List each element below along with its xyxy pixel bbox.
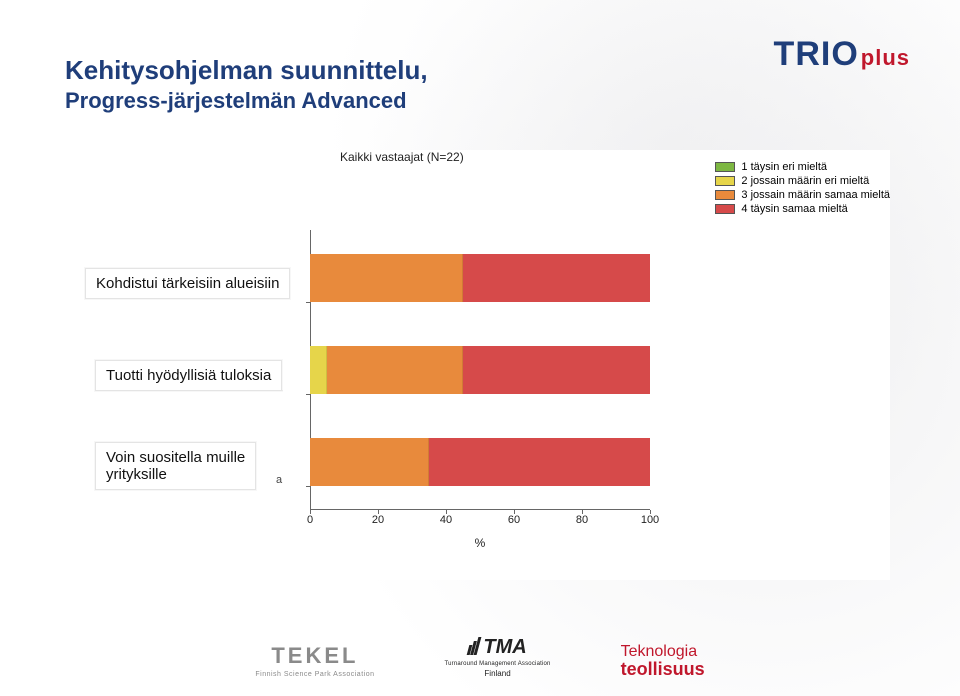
bar-segment: [463, 254, 650, 302]
logo-tekel: TEKEL Finnish Science Park Association: [255, 643, 374, 678]
bar-row: n: [310, 254, 650, 302]
bar-tick: [306, 394, 310, 395]
footer-logos: TEKEL Finnish Science Park Association T…: [0, 636, 960, 678]
chart-panel: Kaikki vastaajat (N=22) 1 täysin eri mie…: [70, 150, 890, 580]
logo-tma-sub2: Finland: [444, 669, 550, 678]
brand-logo: TRIOplus: [774, 35, 910, 74]
title-line-1: Kehitysohjelman suunnittelu,: [65, 55, 428, 86]
bar-segment: [463, 346, 650, 394]
chart-title: Kaikki vastaajat (N=22): [340, 150, 464, 164]
bar-segment: [310, 346, 327, 394]
bar-segment: [327, 346, 463, 394]
bar-stack: [310, 438, 650, 486]
logo-tekel-main: TEKEL: [255, 643, 374, 669]
category-label: Kohdistui tärkeisiin alueisiin: [85, 268, 290, 299]
legend-label: 2 jossain määrin eri mieltä: [741, 174, 869, 188]
legend-label: 4 täysin samaa mieltä: [741, 202, 847, 216]
bar-row: a: [310, 438, 650, 486]
legend-label: 1 täysin eri mieltä: [741, 160, 827, 174]
logo-tekno-line1: Teknologia: [621, 644, 705, 660]
chart-plot: % 020406080100nKohdistui tärkeisiin alue…: [310, 230, 650, 510]
x-axis-label: %: [475, 536, 486, 550]
legend-swatch: [715, 204, 735, 214]
x-tick-label: 80: [576, 514, 588, 526]
legend-swatch: [715, 176, 735, 186]
legend-label: 3 jossain määrin samaa mieltä: [741, 188, 890, 202]
brand-main: TRIO: [774, 35, 859, 73]
logo-teknologiateollisuus: Teknologia teollisuus: [621, 644, 705, 678]
page-title: Kehitysohjelman suunnittelu, Progress-jä…: [65, 55, 428, 114]
legend-swatch: [715, 162, 735, 172]
brand-sub: plus: [861, 45, 910, 70]
legend-item: 2 jossain määrin eri mieltä: [715, 174, 890, 188]
title-line-2: Progress-järjestelmän Advanced: [65, 88, 428, 114]
x-tick-label: 100: [641, 514, 659, 526]
logo-tma-main: TMA: [483, 636, 526, 658]
bar-stack: [310, 346, 650, 394]
chart-legend: 1 täysin eri mieltä2 jossain määrin eri …: [715, 160, 890, 216]
x-tick-label: 60: [508, 514, 520, 526]
logo-tma-sub1: Turnaround Management Association: [444, 661, 550, 667]
bar-tick: [306, 302, 310, 303]
x-tick-label: 40: [440, 514, 452, 526]
category-label: Voin suositella muilleyrityksille: [95, 442, 256, 490]
logo-tekno-line2: teollisuus: [621, 660, 705, 678]
bar-short-tag: a: [276, 474, 282, 486]
bar-segment: [429, 438, 650, 486]
tma-bars-icon: [468, 637, 480, 661]
x-tick-label: 0: [307, 514, 313, 526]
legend-item: 1 täysin eri mieltä: [715, 160, 890, 174]
legend-swatch: [715, 190, 735, 200]
category-label: Tuotti hyödyllisiä tuloksia: [95, 360, 282, 391]
logo-tekel-sub: Finnish Science Park Association: [255, 671, 374, 678]
bar-segment: [310, 438, 429, 486]
legend-item: 4 täysin samaa mieltä: [715, 202, 890, 216]
bar-tick: [306, 486, 310, 487]
x-axis: [310, 509, 650, 510]
bar-row: a: [310, 346, 650, 394]
bar-segment: [310, 254, 463, 302]
x-tick-label: 20: [372, 514, 384, 526]
logo-tma: TMA Turnaround Management Association Fi…: [444, 636, 550, 678]
legend-item: 3 jossain määrin samaa mieltä: [715, 188, 890, 202]
bar-stack: [310, 254, 650, 302]
